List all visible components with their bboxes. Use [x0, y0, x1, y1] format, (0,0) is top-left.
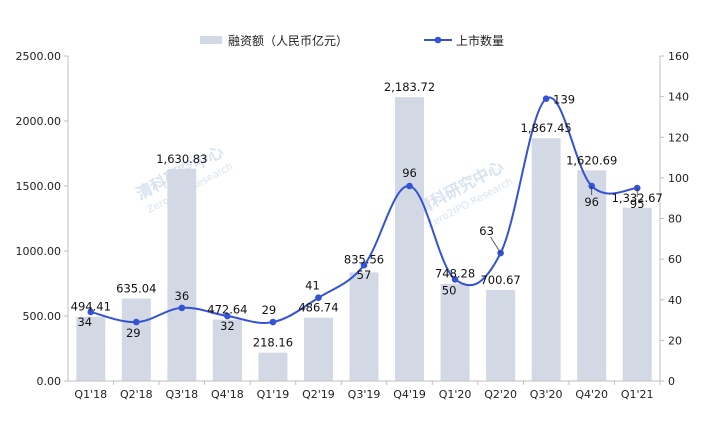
- bar-label-0: 494.41: [71, 300, 111, 314]
- y-right-tick-7: 140: [668, 91, 689, 104]
- bar-series: [76, 97, 652, 382]
- x-tick-12: Q1'21: [621, 388, 654, 401]
- line-point-6: [360, 261, 368, 269]
- line-label-12: 95: [630, 197, 645, 211]
- line-label-0: 34: [77, 315, 92, 329]
- line-series: [87, 95, 641, 326]
- bar-label-7: 2,183.72: [384, 80, 435, 94]
- line-label-4: 29: [262, 303, 277, 317]
- x-tick-5: Q2'19: [302, 388, 335, 401]
- legend-line-label: 上市数量: [456, 33, 504, 48]
- line-point-2: [178, 304, 186, 312]
- line-label-3: 32: [220, 319, 235, 333]
- line-label-9: 63: [479, 224, 494, 238]
- bar-label-6: 835.56: [344, 252, 384, 266]
- y-left-tick-5: 2500.00: [16, 50, 62, 63]
- line-label-2: 36: [175, 289, 190, 303]
- x-tick-1: Q2'18: [120, 388, 153, 401]
- bar-9: [486, 289, 516, 381]
- bar-label-12: 1,332.67: [612, 191, 663, 205]
- x-tick-11: Q4'20: [575, 388, 608, 401]
- bar-label-3: 472.64: [207, 303, 247, 317]
- line-label-8: 50: [442, 283, 457, 297]
- bar-2: [167, 168, 197, 381]
- y-right-tick-2: 40: [668, 294, 682, 307]
- bar-3: [212, 319, 242, 381]
- line-point-9: [497, 249, 504, 257]
- bar-label-5: 486.74: [298, 301, 338, 315]
- y-left-tick-4: 2000.00: [16, 115, 62, 128]
- bar-4: [258, 352, 288, 381]
- bar-label-2: 1,630.83: [156, 152, 207, 166]
- x-tick-10: Q3'20: [530, 388, 563, 401]
- line-point-0: [87, 308, 95, 316]
- y-left-tick-3: 1500.00: [16, 180, 62, 193]
- bar-12: [622, 207, 652, 381]
- bar-label-1: 635.04: [116, 281, 156, 295]
- bar-10: [531, 138, 561, 381]
- y-left-tick-0: 0.00: [37, 375, 62, 388]
- legend-bar-label: 融资额（人民币亿元）: [228, 33, 348, 48]
- line-point-5: [315, 294, 322, 302]
- x-tick-2: Q3'18: [166, 388, 199, 401]
- bar-1: [121, 298, 151, 381]
- line-label-1: 29: [126, 326, 141, 340]
- bar-5: [303, 317, 333, 381]
- x-tick-6: Q3'19: [348, 388, 381, 401]
- x-tick-7: Q4'19: [393, 388, 426, 401]
- data-labels: 494.41 635.04 1,630.83 472.64 218.16 486.74 83…: [71, 80, 663, 350]
- line-point-1: [133, 318, 140, 326]
- y-right-tick-6: 120: [668, 131, 689, 144]
- x-tick-9: Q2'20: [484, 388, 517, 401]
- leader-line-0: [490, 236, 501, 254]
- y-right-tick-5: 100: [668, 172, 689, 185]
- line-label-5: 41: [305, 279, 320, 293]
- x-tick-0: Q1'18: [74, 388, 107, 401]
- bar-label-4: 218.16: [253, 336, 293, 350]
- legend-bar-swatch: [200, 36, 222, 44]
- line-point-7: [406, 182, 413, 190]
- line-point-4: [269, 318, 277, 326]
- y-right-tick-3: 60: [668, 253, 682, 266]
- line-label-6: 57: [357, 268, 372, 282]
- line-label-11: 96: [584, 195, 599, 209]
- axes: 0.00 500.00 1000.00 1500.00 2000.00 2500.00 0 2…: [16, 50, 690, 401]
- y-right-tick-1: 20: [668, 334, 682, 347]
- bar-label-10: 1,867.45: [521, 121, 572, 135]
- y-right-tick-0: 0: [668, 375, 675, 388]
- bar-6: [349, 272, 379, 381]
- x-tick-8: Q1'20: [439, 388, 472, 401]
- y-right-tick-8: 160: [668, 50, 689, 63]
- line-label-7: 96: [402, 166, 417, 180]
- legend: 融资额（人民币亿元） 上市数量: [200, 33, 504, 48]
- x-tick-3: Q4'18: [211, 388, 244, 401]
- bar-11: [577, 170, 607, 381]
- line-point-3: [224, 312, 231, 320]
- bar-8: [440, 283, 470, 381]
- x-tick-4: Q1'19: [257, 388, 290, 401]
- bar-0: [76, 316, 106, 381]
- y-left-tick-2: 1000.00: [16, 245, 62, 258]
- line-label-10: 139: [553, 93, 575, 107]
- bar-label-8: 748.28: [435, 267, 475, 281]
- line-point-10: [542, 95, 550, 102]
- bar-label-11: 1,620.69: [566, 153, 617, 167]
- y-right-tick-4: 80: [668, 213, 682, 226]
- bar-label-9: 700.67: [480, 273, 520, 287]
- legend-line-marker: [434, 36, 442, 44]
- y-left-tick-1: 500.00: [23, 310, 62, 323]
- bar-7: [395, 97, 425, 382]
- line-point-8: [451, 276, 459, 283]
